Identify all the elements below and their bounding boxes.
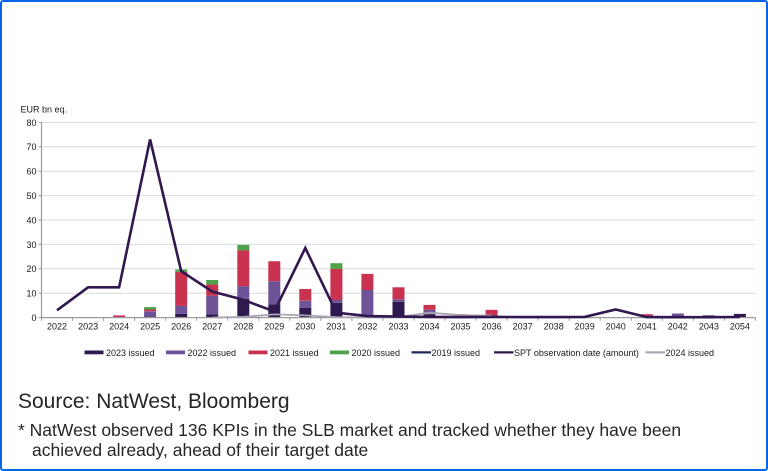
svg-text:2027: 2027 (202, 322, 222, 332)
svg-text:2024 issued: 2024 issued (666, 348, 715, 358)
svg-text:2039: 2039 (575, 322, 595, 332)
svg-text:60: 60 (26, 167, 36, 177)
svg-text:2021 issued: 2021 issued (270, 348, 319, 358)
svg-text:2036: 2036 (482, 322, 502, 332)
svg-text:2038: 2038 (544, 322, 564, 332)
svg-text:80: 80 (26, 118, 36, 128)
svg-text:2035: 2035 (450, 322, 470, 332)
svg-text:30: 30 (26, 240, 36, 250)
svg-text:SPT observation date (amount): SPT observation date (amount) (514, 348, 639, 358)
svg-text:2023 issued: 2023 issued (106, 348, 155, 358)
svg-text:2033: 2033 (388, 322, 408, 332)
svg-text:2028: 2028 (233, 322, 253, 332)
svg-text:2041: 2041 (637, 322, 657, 332)
svg-text:40: 40 (26, 215, 36, 225)
svg-text:2026: 2026 (171, 322, 191, 332)
svg-text:50: 50 (26, 191, 36, 201)
svg-text:2019 issued: 2019 issued (432, 348, 481, 358)
svg-text:10: 10 (26, 289, 36, 299)
svg-text:2042: 2042 (668, 322, 688, 332)
svg-text:2031: 2031 (326, 322, 346, 332)
svg-text:2043: 2043 (699, 322, 719, 332)
svg-text:2025: 2025 (140, 322, 160, 332)
svg-text:2022 issued: 2022 issued (188, 348, 237, 358)
svg-text:2020 issued: 2020 issued (352, 348, 401, 358)
svg-text:EUR bn eq.: EUR bn eq. (21, 105, 68, 115)
svg-text:2054: 2054 (730, 322, 750, 332)
svg-text:20: 20 (26, 264, 36, 274)
svg-text:2022: 2022 (47, 322, 67, 332)
svg-text:0: 0 (31, 313, 36, 323)
svg-text:2037: 2037 (513, 322, 533, 332)
svg-text:2023: 2023 (78, 322, 98, 332)
svg-text:2024: 2024 (109, 322, 129, 332)
svg-text:2029: 2029 (264, 322, 284, 332)
svg-text:2030: 2030 (295, 322, 315, 332)
svg-text:2034: 2034 (419, 322, 439, 332)
svg-text:70: 70 (26, 142, 36, 152)
svg-text:2040: 2040 (606, 322, 626, 332)
svg-text:2032: 2032 (357, 322, 377, 332)
